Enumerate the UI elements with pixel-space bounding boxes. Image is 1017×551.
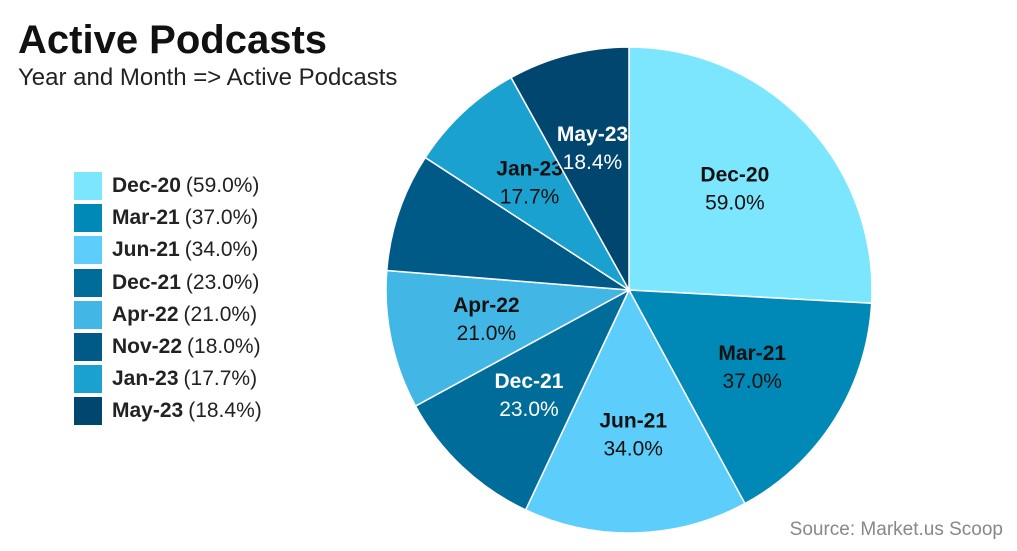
slice-value: 37.0% <box>722 370 782 393</box>
slice-label: Dec-21 <box>495 370 564 393</box>
legend-label: Jan-23 <box>112 367 179 391</box>
legend-item: Nov-22 (18.0%) <box>74 331 262 363</box>
legend-swatch <box>74 236 102 265</box>
legend-item: Mar-21 (37.0%) <box>74 202 262 234</box>
legend-value: (34.0%) <box>184 238 259 262</box>
slice-value: 18.4% <box>563 151 623 174</box>
pie-slice-jun-21 <box>524 288 746 534</box>
source-note: Source: Market.us Scoop <box>789 519 1003 540</box>
legend-item: Jan-23 (17.7%) <box>74 363 262 395</box>
legend-label: Mar-21 <box>112 206 180 230</box>
slice-value: 59.0% <box>705 192 765 215</box>
slice-label: Dec-20 <box>700 164 769 187</box>
legend-label: Jun-21 <box>112 238 180 262</box>
legend-item: May-23 (18.4%) <box>74 395 262 427</box>
slice-label: Apr-22 <box>453 294 520 317</box>
legend-label: Dec-21 <box>112 270 181 294</box>
slice-value: 23.0% <box>499 398 559 421</box>
legend-value: (21.0%) <box>183 302 258 326</box>
slice-label: May-23 <box>557 123 628 146</box>
legend-value: (59.0%) <box>185 174 260 198</box>
legend-swatch <box>74 365 102 394</box>
legend-swatch <box>74 333 102 362</box>
legend-swatch <box>74 397 102 426</box>
slice-value: 21.0% <box>457 322 517 345</box>
slice-label: Mar-21 <box>718 342 786 365</box>
legend-item: Dec-21 (23.0%) <box>74 267 262 299</box>
legend-label: Apr-22 <box>112 302 179 326</box>
legend-label: Dec-20 <box>112 174 181 198</box>
slice-label: Jun-21 <box>599 410 667 433</box>
pie-slice-nov-22 <box>385 156 630 291</box>
pie-slice-may-23 <box>510 46 630 293</box>
legend-swatch <box>74 300 102 329</box>
legend-value: (18.4%) <box>188 399 262 423</box>
legend-item: Dec-20 (59.0%) <box>74 170 262 202</box>
legend: Dec-20 (59.0%) Mar-21 (37.0%) Jun-21 (34.0%) D… <box>74 170 262 428</box>
legend-item: Jun-21 (34.0%) <box>74 234 262 266</box>
slice-value: 17.7% <box>500 185 560 208</box>
pie-slice-apr-22 <box>385 269 632 408</box>
pie-slice-dec-21 <box>414 288 631 511</box>
slice-value: 34.0% <box>603 438 663 461</box>
legend-item: Apr-22 (21.0%) <box>74 299 262 331</box>
slice-label: Jan-23 <box>496 157 563 180</box>
legend-value: (17.7%) <box>183 367 258 391</box>
legend-value: (37.0%) <box>184 206 259 230</box>
legend-swatch <box>74 172 102 201</box>
chart-title: Active Podcasts <box>18 18 328 62</box>
legend-value: (18.0%) <box>187 335 261 359</box>
legend-swatch <box>74 204 102 233</box>
chart-subtitle: Year and Month => Active Podcasts <box>18 64 398 91</box>
legend-label: Nov-22 <box>112 335 183 359</box>
pie-slice-dec-20 <box>628 46 873 305</box>
legend-swatch <box>74 268 102 297</box>
pie-slice-mar-21 <box>627 289 873 505</box>
pie-slice-jan-23 <box>424 76 630 291</box>
legend-label: May-23 <box>112 399 184 423</box>
legend-value: (23.0%) <box>185 270 260 294</box>
